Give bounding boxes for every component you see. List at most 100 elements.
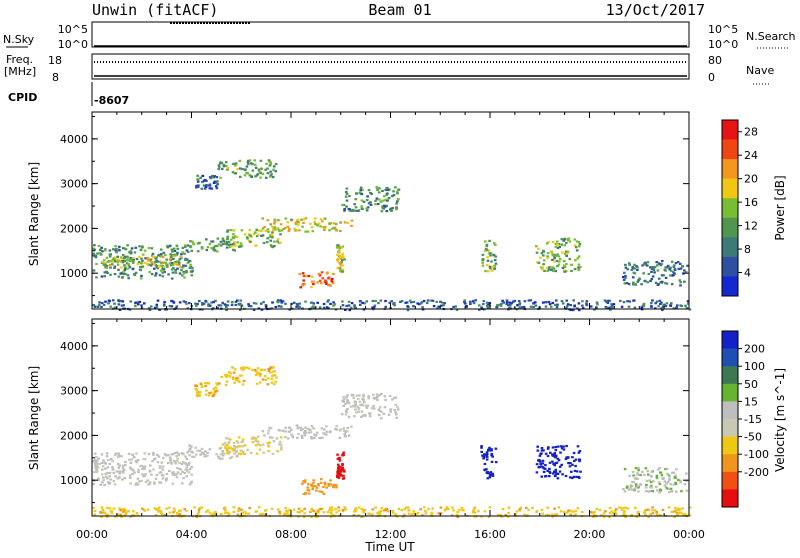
power-cell bbox=[174, 268, 177, 272]
power-cell bbox=[189, 263, 192, 266]
power-cell bbox=[143, 302, 146, 305]
velocity-cell bbox=[232, 447, 236, 450]
power-cell bbox=[257, 229, 261, 232]
velocity-cell bbox=[651, 512, 655, 515]
velocity-cell bbox=[214, 391, 217, 394]
power-cell bbox=[185, 302, 188, 305]
power-cell bbox=[139, 265, 142, 268]
velocity-cell bbox=[109, 478, 112, 481]
power-cell bbox=[431, 299, 435, 302]
power-cell bbox=[93, 248, 96, 251]
power-cell bbox=[176, 263, 179, 266]
velocity-cell bbox=[344, 409, 348, 412]
velocity-cell bbox=[297, 432, 300, 436]
power-colorbar-swatch bbox=[722, 159, 738, 179]
power-cell bbox=[165, 264, 168, 267]
velocity-cell bbox=[208, 511, 212, 514]
power-cell bbox=[332, 226, 335, 229]
velocity-cell bbox=[549, 451, 552, 454]
power-cell bbox=[186, 261, 190, 264]
velocity-cell bbox=[143, 468, 146, 471]
velocity-cell bbox=[267, 367, 270, 371]
velocity-cell bbox=[581, 510, 584, 514]
power-cell bbox=[142, 253, 145, 256]
velocity-cell bbox=[230, 455, 234, 458]
velocity-cell bbox=[329, 479, 332, 482]
velocity-cell bbox=[554, 446, 557, 449]
velocity-cell bbox=[240, 368, 244, 371]
velocity-cell bbox=[613, 509, 617, 512]
velocity-cell bbox=[171, 471, 174, 474]
power-cell bbox=[224, 164, 228, 168]
velocity-cell bbox=[325, 430, 329, 433]
velocity-cell bbox=[631, 471, 635, 474]
power-cell bbox=[168, 262, 172, 265]
power-cell bbox=[157, 265, 161, 268]
power-cell bbox=[347, 300, 351, 303]
power-cell bbox=[486, 256, 489, 259]
velocity-cell bbox=[140, 479, 143, 482]
velocity-cell bbox=[291, 434, 294, 437]
power-cell bbox=[650, 267, 654, 270]
power-cell bbox=[255, 235, 259, 238]
velocity-cell bbox=[494, 461, 498, 464]
power-cell bbox=[596, 303, 599, 306]
velocity-cell bbox=[380, 410, 383, 413]
velocity-cell bbox=[326, 511, 330, 514]
power-cell bbox=[341, 304, 345, 307]
velocity-cell bbox=[143, 452, 147, 455]
power-cell bbox=[257, 233, 260, 236]
power-cell bbox=[624, 274, 627, 278]
velocity-cell bbox=[217, 382, 221, 385]
velocity-cell bbox=[92, 483, 95, 486]
velocity-cell bbox=[365, 406, 369, 409]
velocity-cell bbox=[148, 470, 152, 473]
power-cell bbox=[353, 203, 356, 206]
power-cell bbox=[161, 255, 165, 258]
velocity-cell bbox=[139, 465, 142, 468]
velocity-cell bbox=[284, 512, 287, 515]
velocity-cell bbox=[317, 508, 321, 511]
velocity-cell bbox=[626, 507, 630, 510]
power-cell bbox=[304, 300, 307, 303]
power-cell bbox=[147, 259, 151, 263]
power-cell bbox=[649, 279, 652, 283]
velocity-cell bbox=[152, 453, 155, 456]
power-cell bbox=[108, 249, 112, 252]
power-cell bbox=[261, 217, 265, 220]
velocity-cell bbox=[117, 513, 120, 516]
velocity-cell bbox=[272, 383, 276, 386]
time-tick-label: 08:00 bbox=[275, 528, 307, 541]
velocity-cell bbox=[135, 482, 138, 485]
velocity-cell bbox=[675, 490, 678, 493]
velocity-cell bbox=[232, 371, 236, 374]
velocity-cell bbox=[171, 473, 175, 476]
power-cell bbox=[225, 305, 228, 308]
velocity-colorbar-tick-label: -100 bbox=[744, 448, 769, 461]
power-cell bbox=[274, 228, 277, 231]
velocity-cell bbox=[538, 454, 542, 457]
power-cell bbox=[201, 247, 204, 250]
power-cell bbox=[178, 258, 182, 261]
velocity-cell bbox=[113, 454, 117, 457]
power-cell bbox=[158, 260, 161, 263]
velocity-cell bbox=[623, 490, 627, 493]
velocity-cell bbox=[105, 472, 108, 475]
velocity-cell bbox=[357, 514, 360, 517]
power-cell bbox=[332, 272, 335, 275]
power-cell bbox=[546, 255, 549, 258]
power-cell bbox=[500, 302, 503, 305]
power-cell bbox=[151, 252, 155, 255]
velocity-cell bbox=[506, 515, 510, 518]
power-cell bbox=[112, 248, 115, 251]
power-cell bbox=[270, 307, 274, 310]
power-cell bbox=[522, 305, 526, 309]
velocity-cell bbox=[391, 509, 394, 512]
power-cell bbox=[385, 193, 389, 196]
power-cell bbox=[288, 227, 291, 230]
velocity-cell bbox=[683, 483, 687, 486]
power-cell bbox=[146, 256, 149, 259]
power-cell bbox=[646, 281, 649, 284]
power-cell bbox=[246, 172, 250, 175]
velocity-cell bbox=[544, 452, 548, 455]
